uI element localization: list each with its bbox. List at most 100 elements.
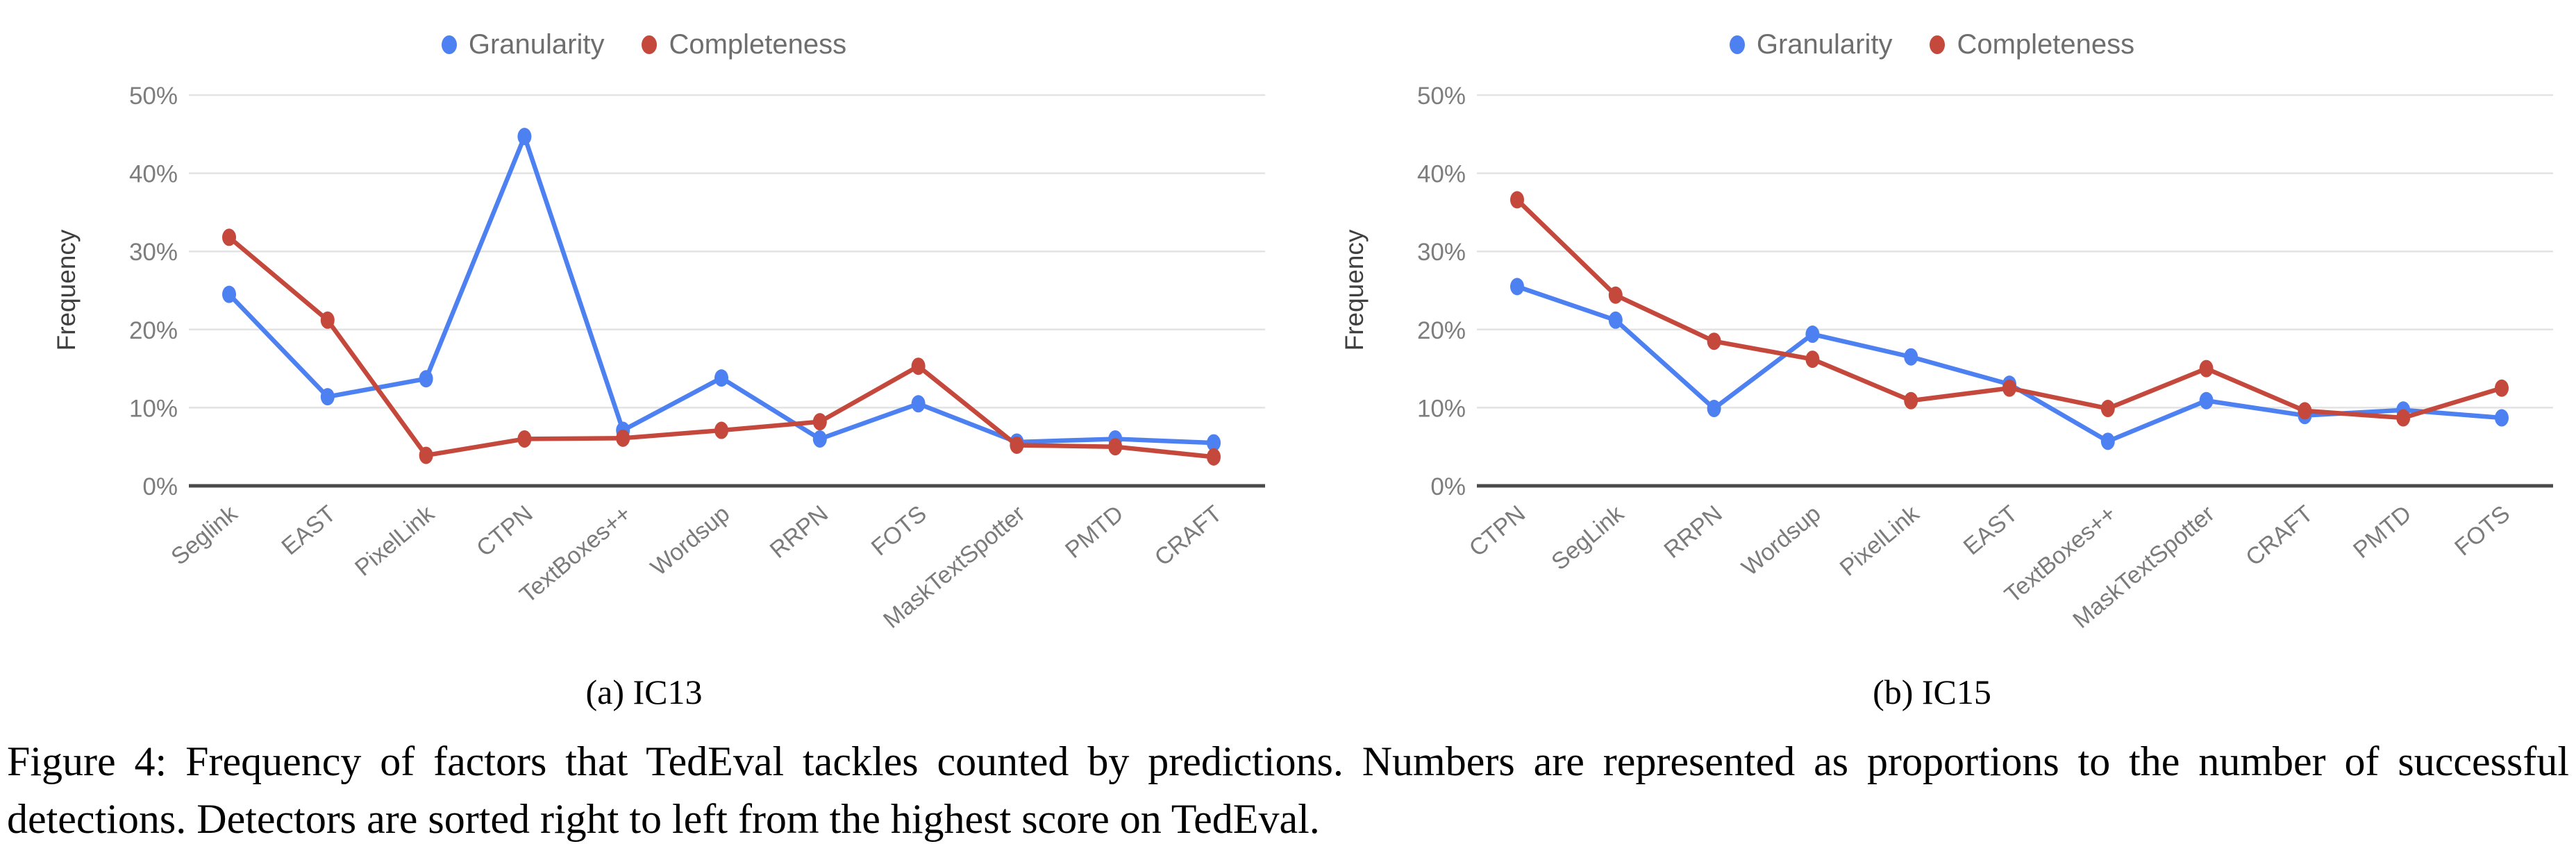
legend-item-granularity: Granularity bbox=[441, 29, 605, 60]
data-point bbox=[714, 369, 728, 387]
chart-ic15: Granularity Completeness Frequency 0% 10%… bbox=[1288, 0, 2576, 665]
data-point bbox=[1707, 400, 1721, 418]
y-tick-labels: 0% 10% 20% 30% 40% 50% bbox=[1417, 83, 1466, 500]
y-tick-label: 10% bbox=[129, 395, 178, 422]
subcaption-ic15: (b) IC15 bbox=[1873, 673, 1991, 711]
x-category-label: FOTS bbox=[867, 500, 932, 561]
series-completeness bbox=[222, 228, 1221, 466]
y-tick-label: 30% bbox=[1417, 239, 1466, 266]
y-tick-label: 50% bbox=[129, 83, 178, 110]
data-point bbox=[2199, 360, 2214, 378]
series-line bbox=[1514, 284, 2504, 444]
ic15-line-chart: 0%10%20%30%40%50%CTPN SegLink RRPN Wordsup P… bbox=[1417, 83, 2553, 634]
data-point bbox=[1608, 286, 1623, 304]
series-granularity bbox=[222, 128, 1221, 452]
y-tick-label: 40% bbox=[1417, 161, 1466, 188]
x-category-label: CTPN bbox=[471, 500, 537, 562]
data-point bbox=[1805, 350, 1820, 369]
data-point bbox=[517, 430, 532, 448]
legend-label-completeness: Completeness bbox=[669, 29, 847, 60]
data-point bbox=[812, 430, 827, 448]
data-point bbox=[222, 228, 236, 246]
x-category-label: PMTD bbox=[2348, 500, 2416, 564]
x-category-label: RRPN bbox=[1659, 500, 1728, 564]
data-point bbox=[222, 285, 236, 303]
data-point bbox=[1010, 436, 1024, 454]
subcaption-ic13: (a) IC13 bbox=[585, 673, 703, 711]
y-tick-label: 30% bbox=[129, 239, 178, 266]
x-category-label: PixelLink bbox=[350, 500, 440, 581]
x-category-label: CTPN bbox=[1464, 500, 1530, 562]
ic13-line-chart: 0% 10% 20% 30% 40% 50% Seglink EAST PixelLink CTP… bbox=[129, 83, 1265, 634]
y-tick-label: 20% bbox=[1417, 317, 1466, 344]
data-point bbox=[1904, 391, 1918, 409]
granularity-dot-icon bbox=[441, 35, 457, 54]
y-tick-label: 10% bbox=[1417, 395, 1466, 422]
x-category-label: PMTD bbox=[1060, 500, 1128, 564]
data-point bbox=[2495, 379, 2509, 397]
data-point bbox=[2100, 432, 2115, 450]
x-category-label: RRPN bbox=[765, 500, 833, 564]
series-completeness bbox=[1510, 191, 2509, 427]
data-point bbox=[320, 388, 335, 406]
subcaption-row: (a) IC13 (b) IC15 bbox=[0, 665, 2576, 712]
x-category-labels: CTPN SegLink RRPN Wordsup PixelLink EASTTextB… bbox=[1464, 500, 2515, 634]
data-point bbox=[812, 413, 827, 431]
data-point bbox=[1510, 278, 1524, 296]
data-point bbox=[1510, 191, 1524, 209]
data-point bbox=[1904, 348, 1918, 366]
data-point bbox=[1207, 434, 1221, 452]
x-category-label: CRAFT bbox=[1150, 500, 1227, 571]
data-point bbox=[419, 446, 433, 464]
x-category-label: EAST bbox=[1959, 500, 2023, 560]
data-point bbox=[2199, 391, 2214, 409]
data-point bbox=[911, 357, 926, 375]
gridlines bbox=[189, 94, 1265, 409]
data-point bbox=[2298, 402, 2312, 420]
data-point bbox=[1608, 311, 1623, 329]
legend-label-completeness: Completeness bbox=[1957, 29, 2135, 60]
data-point bbox=[911, 395, 926, 413]
data-point bbox=[1207, 448, 1221, 466]
data-point bbox=[419, 370, 433, 388]
x-category-label: CRAFT bbox=[2241, 500, 2318, 571]
y-tick-label: 40% bbox=[129, 161, 178, 188]
legend-item-completeness: Completeness bbox=[1930, 29, 2134, 60]
x-category-label: SegLink bbox=[1546, 500, 1629, 575]
gridlines bbox=[1477, 94, 2553, 409]
data-point bbox=[714, 421, 728, 439]
data-point bbox=[2495, 409, 2509, 427]
legend-item-completeness: Completeness bbox=[642, 29, 846, 60]
charts-row: Granularity Completeness Frequency 0% 10%… bbox=[0, 0, 2576, 665]
x-category-label: PixelLink bbox=[1835, 500, 1925, 581]
chart-ic13: Granularity Completeness Frequency 0% 10%… bbox=[0, 0, 1288, 665]
x-category-label: Seglink bbox=[166, 500, 243, 570]
y-tick-labels: 0% 10% 20% 30% 40% 50% bbox=[129, 83, 178, 500]
x-category-label: FOTS bbox=[2450, 500, 2515, 561]
completeness-dot-icon bbox=[642, 35, 658, 54]
data-point bbox=[2396, 409, 2411, 427]
y-tick-label: 50% bbox=[1417, 83, 1466, 110]
completeness-dot-icon bbox=[1930, 35, 1946, 54]
x-category-label: EAST bbox=[276, 500, 340, 560]
y-tick-label: 20% bbox=[129, 317, 178, 344]
data-point bbox=[616, 429, 630, 447]
chart-ic13-legend: Granularity Completeness bbox=[0, 29, 1288, 60]
granularity-dot-icon bbox=[1729, 35, 1745, 54]
data-point bbox=[320, 311, 335, 329]
x-category-label: Wordsup bbox=[1737, 500, 1825, 581]
legend-label-granularity: Granularity bbox=[468, 29, 605, 60]
data-point bbox=[2002, 379, 2016, 397]
data-point bbox=[2100, 400, 2115, 418]
chart-ic15-legend: Granularity Completeness bbox=[1288, 29, 2576, 60]
data-point bbox=[1805, 326, 1820, 344]
data-point bbox=[1108, 438, 1123, 456]
legend-item-granularity: Granularity bbox=[1729, 29, 1892, 60]
series-granularity bbox=[1510, 278, 2509, 450]
y-tick-label: 0% bbox=[142, 473, 178, 500]
data-point bbox=[517, 128, 532, 146]
series-line bbox=[226, 134, 1216, 446]
figure-caption: Figure 4: Frequency of factors that TedE… bbox=[7, 738, 2569, 842]
